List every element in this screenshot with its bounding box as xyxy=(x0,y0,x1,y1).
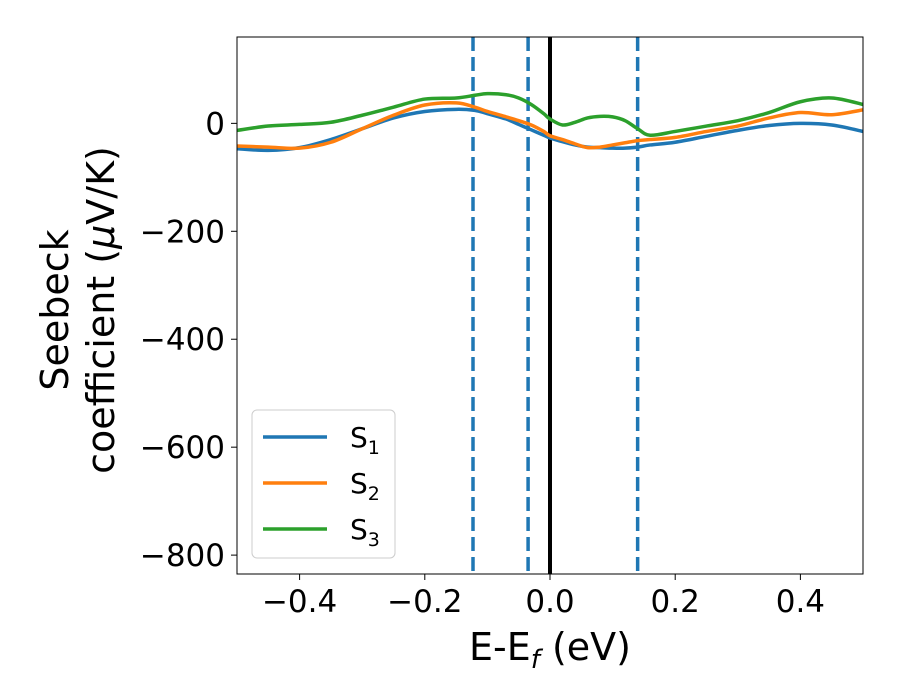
y-axis-label-suffix: V/K) xyxy=(79,146,123,225)
x-axis-label-unit: (eV) xyxy=(540,625,631,669)
series-line-s3 xyxy=(237,91,863,138)
legend-label-s3: S3 xyxy=(350,513,380,551)
x-tick-label: 0.2 xyxy=(651,584,700,620)
x-tick-label: −0.2 xyxy=(387,584,462,620)
y-tick-label: 0 xyxy=(205,106,225,142)
x-axis-label: E-Ef (eV) xyxy=(469,625,631,675)
series-line-s1 xyxy=(237,107,863,153)
y-axis-label-prefix: coefficient ( xyxy=(79,249,123,474)
y-tick-label: −200 xyxy=(140,214,225,250)
x-tick-label: −0.4 xyxy=(262,584,337,620)
y-axis-label-line1: Seebeck xyxy=(33,229,77,390)
x-axis-ticks: −0.4 −0.2 0.0 0.2 0.4 xyxy=(262,574,825,620)
series-lines xyxy=(237,91,863,153)
y-tick-label: −400 xyxy=(140,322,225,358)
y-axis-label: Seebeck coefficient (μV/K) xyxy=(33,146,123,474)
y-axis-label-line2: coefficient (μV/K) xyxy=(79,146,123,474)
y-axis-label-mu: μ xyxy=(79,225,123,250)
series-line-s2 xyxy=(237,100,863,151)
legend: S1 S2 S3 xyxy=(251,409,396,559)
y-axis-ticks: 0 −200 −400 −600 −800 xyxy=(140,106,237,574)
y-tick-label: −600 xyxy=(140,430,225,466)
legend-label-s1: S1 xyxy=(350,421,380,459)
y-tick-label: −800 xyxy=(140,538,225,574)
x-axis-label-main: E-E xyxy=(469,625,531,669)
legend-label-s2: S2 xyxy=(350,467,380,505)
x-tick-label: 0.4 xyxy=(776,584,825,620)
reference-lines xyxy=(471,37,640,574)
x-tick-label: 0.0 xyxy=(525,584,574,620)
